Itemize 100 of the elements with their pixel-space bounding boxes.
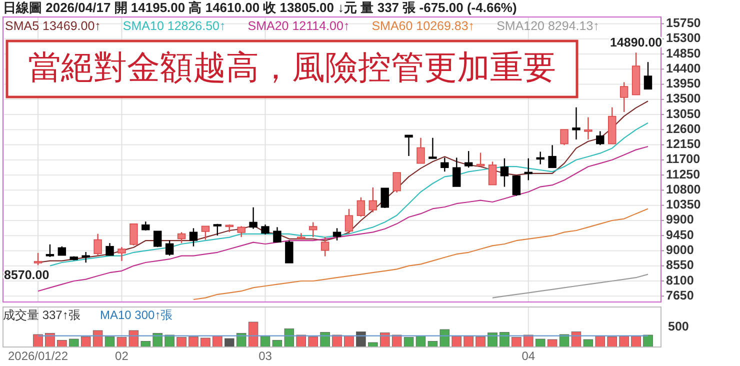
bar bbox=[236, 333, 246, 348]
y-tick-label: 9900 bbox=[666, 212, 694, 227]
bar bbox=[512, 337, 522, 348]
bar bbox=[308, 336, 318, 348]
chart-title: 日線圖 2026/04/17 開 14195.00 高 14610.00 收 13805.00 ↓元 量 337 張 -675.00 (-4.66%) bbox=[3, 0, 517, 15]
candlestick bbox=[94, 233, 102, 256]
candlestick bbox=[572, 106, 580, 140]
text: SMA120 8294.13↑ bbox=[496, 19, 600, 33]
annotation: 當絕對金額越高，風險控管更加重要 bbox=[28, 48, 556, 86]
bar bbox=[488, 332, 498, 348]
y-tick-label: 14400 bbox=[666, 61, 701, 76]
candlestick bbox=[189, 228, 198, 247]
candlestick bbox=[380, 188, 389, 209]
candlestick bbox=[106, 242, 114, 256]
y-tick-label: 13950 bbox=[666, 76, 701, 91]
bar bbox=[392, 334, 402, 348]
bar bbox=[476, 336, 486, 348]
y-tick-label: 9450 bbox=[666, 228, 694, 242]
x-tick-label: 03 bbox=[258, 349, 272, 363]
bar bbox=[440, 329, 450, 348]
annotation: MA10 300↑張 bbox=[100, 308, 173, 322]
bar bbox=[547, 339, 558, 348]
y-tick-label: 15750 bbox=[666, 16, 701, 30]
candlestick bbox=[201, 226, 210, 240]
y-tick-label: 7650 bbox=[666, 288, 694, 302]
candlestick bbox=[440, 157, 449, 172]
y-tick-label: 8100 bbox=[666, 273, 694, 288]
bar bbox=[69, 338, 79, 348]
y-tick-label: 12600 bbox=[666, 122, 701, 136]
y-tick-label: 9000 bbox=[666, 243, 694, 258]
y-tick-label: 10800 bbox=[666, 182, 701, 196]
candlestick bbox=[548, 144, 556, 168]
candlestick bbox=[428, 137, 437, 159]
candlestick bbox=[46, 244, 54, 258]
bar bbox=[140, 341, 151, 348]
bar bbox=[356, 332, 366, 348]
bar bbox=[583, 339, 594, 348]
text: SMA60 10269.83↑ bbox=[372, 19, 475, 33]
x-tick-label: 2026/01/22 bbox=[8, 349, 68, 363]
candlestick bbox=[500, 158, 509, 188]
bar bbox=[176, 337, 186, 348]
candlestick bbox=[34, 252, 42, 266]
bar bbox=[164, 334, 174, 348]
bar bbox=[188, 336, 198, 348]
bar bbox=[380, 332, 390, 348]
bar bbox=[272, 340, 282, 348]
text: 500 bbox=[668, 319, 689, 334]
y-tick-label: 12150 bbox=[666, 137, 701, 152]
candlestick bbox=[308, 222, 318, 238]
bar bbox=[92, 330, 103, 348]
bar bbox=[500, 332, 510, 348]
y-tick-label: 13500 bbox=[666, 92, 701, 106]
candlestick bbox=[165, 240, 174, 256]
candlestick bbox=[356, 196, 366, 218]
bar bbox=[45, 333, 55, 348]
candlestick bbox=[596, 130, 604, 146]
y-tick-label: 11700 bbox=[666, 152, 700, 166]
bar bbox=[452, 336, 462, 348]
bar bbox=[33, 334, 43, 348]
bar bbox=[643, 334, 653, 348]
bar bbox=[524, 334, 534, 348]
candlestick bbox=[584, 116, 592, 140]
bar bbox=[464, 336, 474, 348]
bar bbox=[332, 334, 342, 348]
candlestick bbox=[249, 206, 258, 230]
y-tick-label: 14850 bbox=[666, 46, 701, 60]
candlestick bbox=[464, 150, 473, 168]
text: SMA5 13469.00↑ bbox=[5, 19, 101, 33]
line-series bbox=[192, 208, 649, 300]
bar bbox=[404, 337, 414, 348]
candlestick bbox=[237, 226, 246, 238]
bar bbox=[224, 338, 234, 348]
y-tick-label: 11250 bbox=[666, 167, 700, 182]
candlestick bbox=[154, 230, 162, 248]
candlestick bbox=[560, 128, 568, 146]
candlestick bbox=[285, 240, 294, 264]
y-tick-label: 8550 bbox=[666, 258, 694, 272]
line-series bbox=[492, 274, 649, 298]
bar bbox=[368, 342, 378, 348]
bar bbox=[631, 336, 641, 348]
y-tick-label: 15300 bbox=[666, 31, 701, 46]
text: SMA20 12114.00↑ bbox=[248, 19, 350, 33]
candlestick bbox=[261, 224, 270, 236]
bar bbox=[248, 322, 258, 348]
bar bbox=[128, 330, 139, 348]
x-tick-label: 02 bbox=[115, 349, 129, 363]
candlestick bbox=[416, 137, 425, 164]
candlestick bbox=[118, 246, 126, 262]
candlestick bbox=[130, 223, 138, 246]
candlestick bbox=[476, 152, 485, 167]
bar bbox=[595, 336, 606, 348]
text: SMA10 12826.50↑ bbox=[122, 19, 226, 33]
candlestick bbox=[620, 82, 628, 113]
bar bbox=[535, 338, 546, 348]
candlestick bbox=[644, 61, 652, 90]
candlestick bbox=[512, 175, 521, 196]
bar bbox=[284, 328, 294, 348]
candlestick bbox=[82, 251, 90, 264]
bar bbox=[57, 340, 67, 348]
x-tick-label: 04 bbox=[522, 349, 536, 363]
